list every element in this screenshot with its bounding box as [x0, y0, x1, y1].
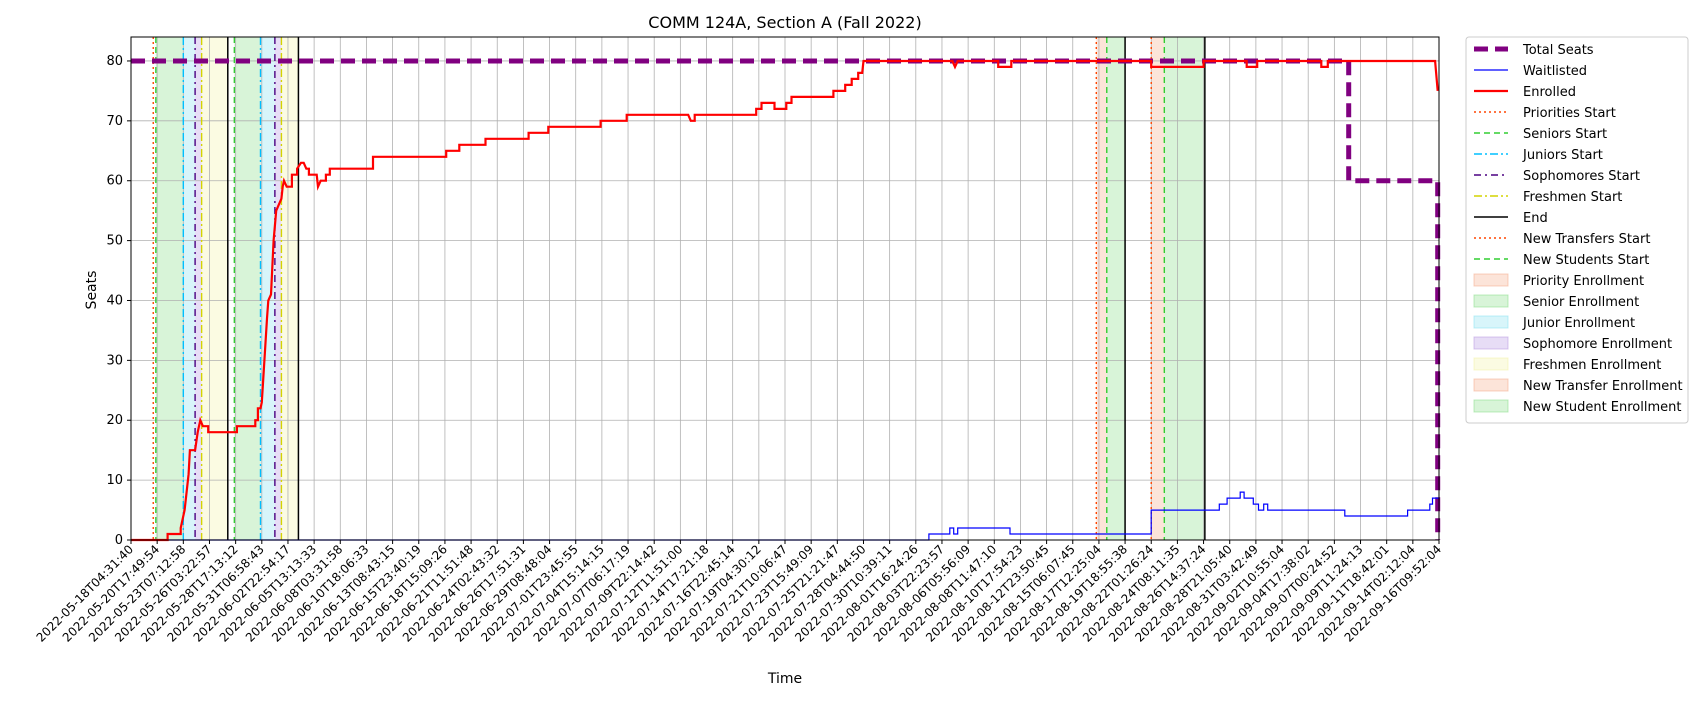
series-line-enrolled [131, 59, 1439, 542]
legend-label-senior-enrollment: Senior Enrollment [1523, 295, 1639, 310]
y-axis-label: Seats [84, 271, 100, 310]
y-tick-label: 10 [106, 473, 123, 488]
legend-label-new-transfers-start: New Transfers Start [1523, 232, 1650, 247]
legend-label-junior-enrollment: Junior Enrollment [1522, 316, 1635, 331]
legend-label-freshmen-start: Freshmen Start [1523, 190, 1622, 205]
legend-label-new-student-enrollment: New Student Enrollment [1523, 400, 1681, 415]
y-tick-label: 60 [106, 174, 123, 189]
period-band-1-2 [1106, 37, 1126, 540]
period-band-1-3 [1164, 37, 1205, 540]
period-band-2-1 [260, 37, 275, 540]
legend-label-total-seats: Total Seats [1522, 43, 1594, 58]
grid-lines [130, 37, 1440, 541]
series-line-waitlisted [131, 491, 1439, 541]
data-series [131, 58, 1441, 542]
y-tick-label: 20 [106, 413, 123, 428]
legend-label-seniors-start: Seniors Start [1523, 127, 1607, 142]
period-band-4-1 [281, 37, 299, 540]
y-tick-label: 40 [106, 293, 123, 308]
legend-swatch-senior-enrollment [1473, 294, 1509, 308]
legend-label-sophomore-enrollment: Sophomore Enrollment [1523, 337, 1672, 352]
y-tick-label: 30 [106, 353, 123, 368]
legend-label-enrolled: Enrolled [1523, 85, 1576, 100]
period-band-3-1 [274, 37, 282, 540]
y-tick-label: 70 [106, 114, 123, 129]
period-band-2-0 [183, 37, 196, 540]
legend-label-new-transfer-enrollment: New Transfer Enrollment [1523, 379, 1683, 394]
period-band-0-1 [1151, 37, 1165, 540]
x-axis-label: Time [767, 671, 802, 687]
y-tick-label: 50 [106, 234, 123, 249]
legend-swatch-new-student-enrollment [1473, 399, 1509, 413]
legend-label-priorities-start: Priorities Start [1523, 106, 1616, 121]
chart-title: COMM 124A, Section A (Fall 2022) [648, 13, 921, 32]
period-band-1-0 [155, 37, 184, 540]
y-tick-label: 80 [106, 54, 123, 69]
legend-swatch-freshmen-enrollment [1473, 357, 1509, 371]
legend-label-freshmen-enrollment: Freshmen Enrollment [1523, 358, 1661, 373]
legend-label-sophomores-start: Sophomores Start [1523, 169, 1640, 184]
period-band-3-0 [195, 37, 202, 540]
event-lines [152, 37, 1206, 540]
period-band-0-0 [1096, 37, 1107, 540]
legend-label-priority-enrollment: Priority Enrollment [1523, 274, 1644, 289]
y-tick-label: 0 [115, 533, 123, 548]
legend-swatch-new-transfer-enrollment [1473, 378, 1509, 392]
axes: 010203040506070802022-05-18T04:31:402022… [34, 36, 1444, 645]
period-band-4-0 [201, 37, 228, 540]
legend-box [1465, 36, 1689, 424]
legend: Total Seats Waitlisted Enrolled Priorities … [1465, 36, 1689, 424]
legend-label-juniors-start: Juniors Start [1522, 148, 1603, 163]
legend-swatch-priority-enrollment [1473, 273, 1509, 287]
legend-swatch-sophomore-enrollment [1473, 336, 1509, 350]
legend-label-new-students-start: New Students Start [1523, 253, 1649, 268]
period-band-1-1 [234, 37, 261, 540]
legend-label-end: End [1523, 211, 1548, 226]
legend-swatch-junior-enrollment [1473, 315, 1509, 329]
legend-label-waitlisted: Waitlisted [1523, 64, 1587, 79]
